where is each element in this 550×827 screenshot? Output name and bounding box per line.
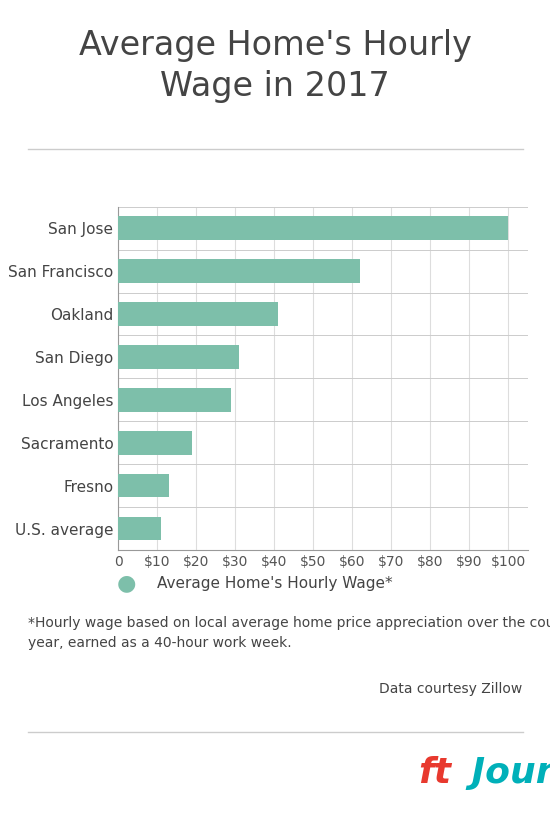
Bar	[118, 345, 239, 369]
Bar	[118, 302, 278, 326]
Text: Data courtesy Zillow: Data courtesy Zillow	[379, 682, 522, 696]
Text: *Hourly wage based on local average home price appreciation over the course of a: *Hourly wage based on local average home…	[28, 616, 550, 650]
Text: Journal: Journal	[459, 756, 550, 791]
Bar	[118, 217, 509, 240]
Bar	[118, 517, 161, 540]
Text: ●: ●	[117, 573, 136, 593]
Bar	[118, 388, 232, 412]
Text: ft: ft	[418, 756, 451, 791]
Bar	[118, 431, 192, 455]
Text: Average Home's Hourly
Wage in 2017: Average Home's Hourly Wage in 2017	[79, 29, 471, 103]
Bar	[118, 474, 169, 497]
Text: Average Home's Hourly Wage*: Average Home's Hourly Wage*	[157, 576, 392, 590]
Bar	[118, 260, 360, 283]
